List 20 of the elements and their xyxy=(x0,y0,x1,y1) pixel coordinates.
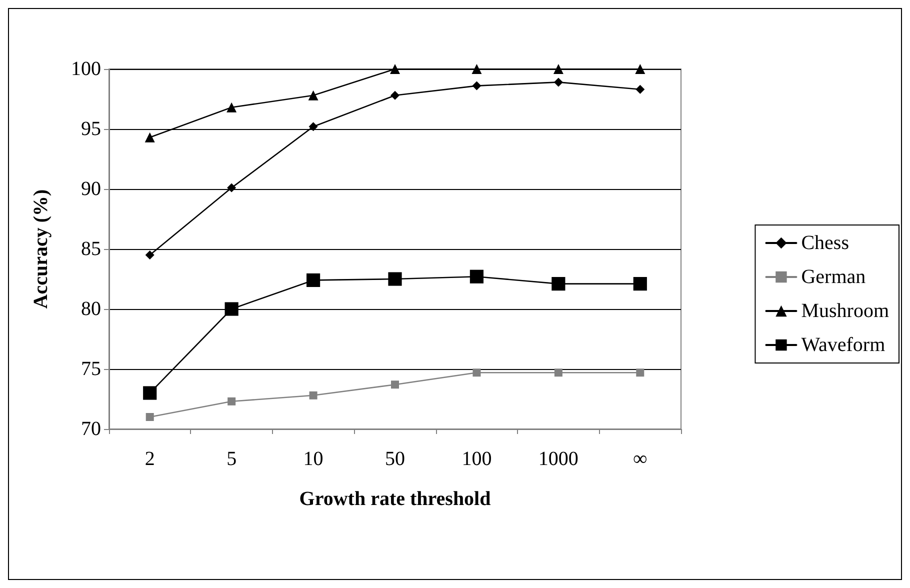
x-tick-label: ∞ xyxy=(633,448,648,470)
y-tick-label: 90 xyxy=(81,178,101,200)
legend-label: Waveform xyxy=(801,334,886,356)
x-tick-label: 2 xyxy=(144,448,155,470)
legend-label: German xyxy=(801,266,866,288)
y-tick-label: 85 xyxy=(81,238,101,260)
y-tick-label: 95 xyxy=(81,118,101,140)
y-tick-label: 75 xyxy=(81,358,101,380)
x-tick-label: 100 xyxy=(462,448,492,470)
y-tick-label: 80 xyxy=(81,298,101,320)
x-tick-label: 5 xyxy=(226,448,237,470)
x-tick-label: 50 xyxy=(385,448,405,470)
y-tick-label: 100 xyxy=(71,58,101,80)
x-tick-label: 1000 xyxy=(538,448,578,470)
x-axis-title: Growth rate threshold xyxy=(299,488,491,510)
legend-label: Mushroom xyxy=(801,300,890,322)
y-axis-title: Accuracy (%) xyxy=(30,189,52,309)
x-tick-label: 10 xyxy=(303,448,324,470)
legend-label: Chess xyxy=(801,232,850,254)
y-tick-label: 70 xyxy=(81,418,101,440)
